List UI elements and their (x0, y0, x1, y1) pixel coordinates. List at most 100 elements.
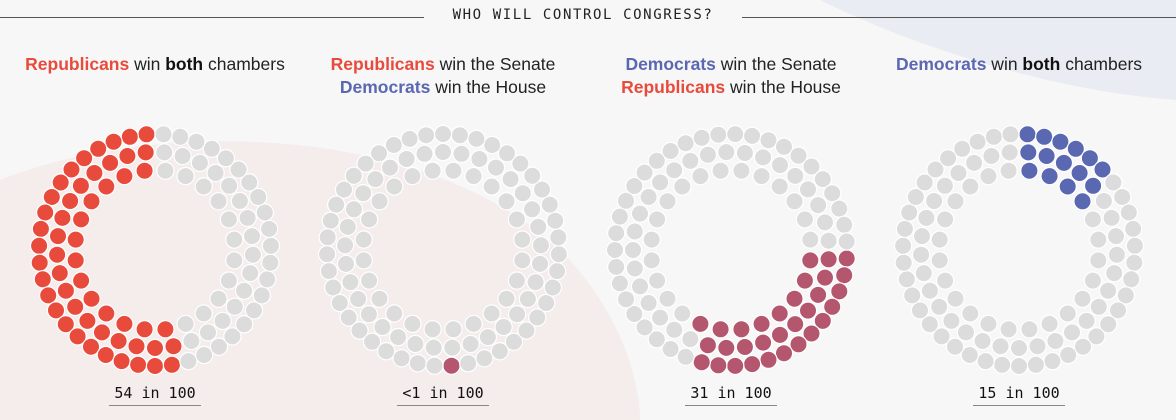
dot-empty (630, 277, 650, 296)
dot-empty (992, 355, 1012, 374)
dot-empty (691, 166, 710, 186)
dot-empty (642, 230, 661, 249)
caption-line: Democrats win the House (296, 76, 590, 99)
dot-empty (194, 345, 214, 365)
dot-empty (795, 210, 815, 229)
dot-highlighted (66, 230, 85, 249)
dot-empty (930, 230, 949, 249)
dot-highlighted (109, 331, 128, 351)
dot-empty (673, 177, 692, 196)
dot-highlighted (742, 354, 762, 374)
dot-empty (216, 149, 236, 168)
dot-empty (373, 317, 392, 337)
dot-empty (522, 166, 542, 185)
dot-highlighted (96, 345, 116, 365)
dot-empty (1108, 301, 1128, 320)
panel-dem-both: Democrats win both chambers 15 in 100 (872, 50, 1166, 420)
dot-empty (1104, 263, 1124, 283)
dot-empty (961, 304, 980, 323)
dot-empty (494, 317, 513, 337)
dot-highlighted (71, 210, 91, 229)
dot-empty (156, 161, 175, 180)
dot-empty (610, 274, 630, 293)
dot-empty (1112, 187, 1132, 207)
dot-empty (1122, 270, 1141, 289)
dot-empty (467, 129, 486, 149)
dot-empty (1107, 245, 1127, 264)
dot-empty (935, 271, 955, 290)
dot-empty (359, 271, 379, 290)
dot-empty (202, 139, 221, 158)
dot-highlighted (82, 192, 101, 211)
dot-empty (317, 244, 337, 264)
caption-line: Democrats win the Senate (584, 53, 878, 76)
panel-dem-senate-rep-house: Democrats win the Senate Republicans win … (584, 50, 878, 420)
dot-empty (650, 173, 670, 192)
emphasis-text: both (1022, 54, 1061, 74)
dot-highlighted (60, 191, 80, 211)
dot-empty (616, 289, 636, 309)
dot-highlighted (92, 323, 112, 342)
dot-highlighted (81, 337, 101, 356)
dot-highlighted (112, 351, 131, 371)
dot-empty (1000, 143, 1019, 162)
panel-rep-both: Republicans win both chambers 54 in 100 (8, 50, 302, 420)
dot-empty (482, 135, 502, 155)
dot-highlighted (164, 336, 183, 356)
dot-empty (154, 125, 173, 144)
dot-highlighted (785, 289, 804, 308)
dot-empty (1089, 230, 1108, 249)
dot-empty (490, 341, 509, 361)
dot-highlighted (725, 356, 745, 376)
dot-empty (248, 187, 268, 207)
dot-empty (625, 176, 644, 196)
dot-empty (1098, 314, 1118, 334)
caption-line: Republicans win the House (584, 76, 878, 99)
dot-empty (661, 339, 680, 359)
dot-empty (676, 134, 695, 153)
dot-highlighted (104, 132, 123, 151)
dot-empty (507, 210, 527, 229)
dot-empty (642, 251, 661, 270)
dot-highlighted (100, 153, 120, 173)
dot-empty (1020, 320, 1039, 339)
dot-empty (709, 125, 728, 144)
dot-empty (1028, 336, 1047, 356)
party-label-democrats: Democrats (625, 54, 716, 74)
dot-empty (176, 166, 195, 186)
dot-empty (623, 240, 643, 260)
dot-highlighted (1073, 192, 1092, 211)
dot-empty (173, 146, 192, 166)
party-label-republicans: Republicans (25, 54, 130, 74)
party-label-republicans: Republicans (330, 54, 435, 74)
dot-highlighted (162, 355, 182, 374)
chart-header: WHO WILL CONTROL CONGRESS? (0, 0, 1176, 34)
dot-empty (929, 297, 949, 316)
dot-empty (242, 226, 262, 246)
dot-highlighted (1051, 132, 1070, 151)
dot-empty (605, 240, 625, 260)
dot-highlighted (71, 176, 91, 196)
dot-highlighted (698, 335, 718, 355)
dot-empty (517, 321, 536, 340)
dot-empty (403, 314, 422, 334)
dot-empty (336, 254, 356, 274)
dot-highlighted (802, 324, 821, 343)
dot-empty (482, 177, 501, 196)
dot-highlighted (39, 286, 58, 305)
dot-highlighted (115, 314, 134, 334)
dot-highlighted (47, 245, 67, 264)
dot-empty (243, 245, 263, 264)
dot-empty (348, 289, 368, 309)
dot-empty (789, 146, 808, 165)
dot-empty (335, 236, 355, 255)
dot-empty (698, 145, 718, 164)
dot-highlighted (1020, 161, 1039, 180)
dot-highlighted (808, 285, 828, 305)
header-rule-right (742, 17, 1176, 18)
dot-empty (423, 161, 442, 180)
dot-ring (29, 125, 281, 376)
dot-empty (209, 289, 228, 308)
dot-empty (416, 125, 436, 145)
dot-empty (433, 142, 453, 162)
